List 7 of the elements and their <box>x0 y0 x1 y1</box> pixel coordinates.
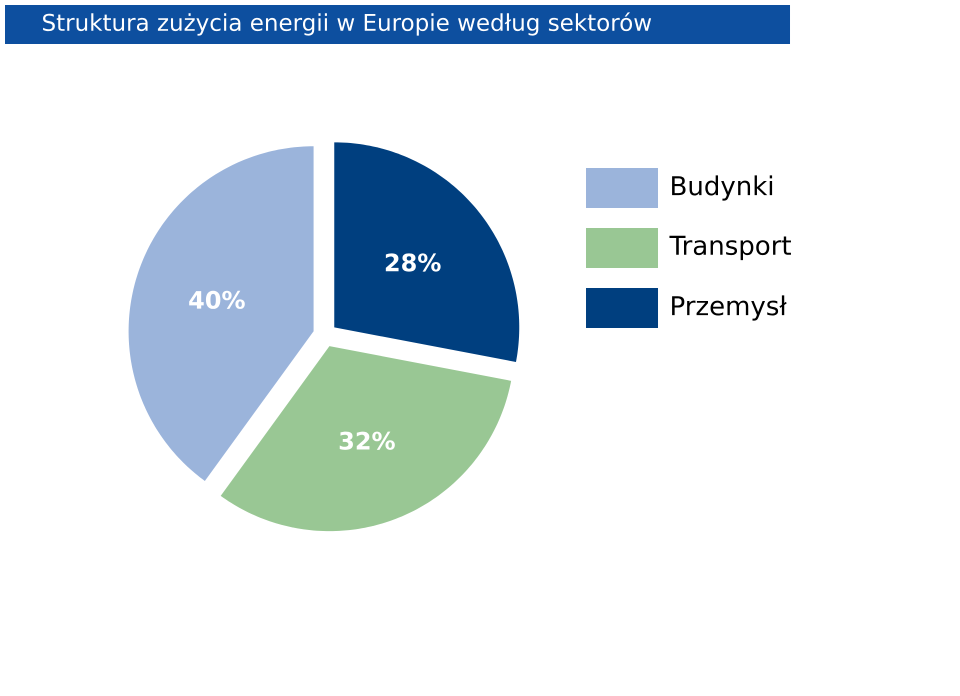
legend-label: Przemysł <box>672 295 787 321</box>
chart-title: Struktura zużycia energii w Europie według sektorów <box>43 12 652 36</box>
legend-label: Budynki <box>672 175 772 201</box>
data-label: 28% <box>386 253 441 272</box>
legend-label: Transport <box>669 236 791 260</box>
data-label: 40% <box>189 290 245 309</box>
data-label: 32% <box>340 432 395 450</box>
